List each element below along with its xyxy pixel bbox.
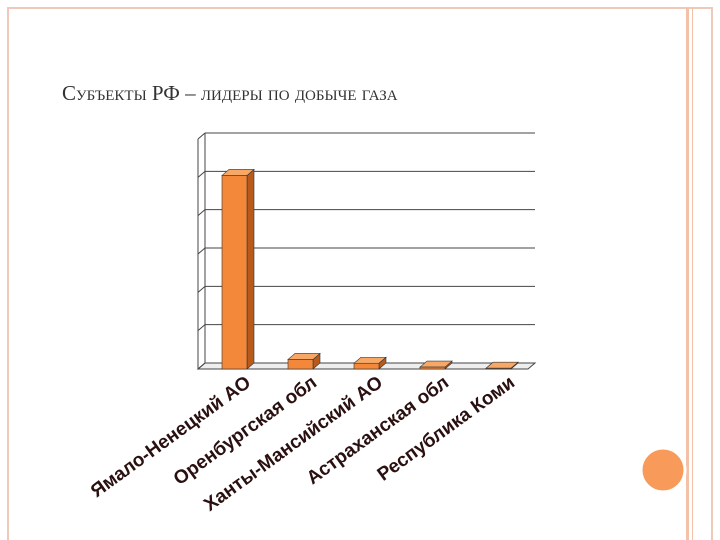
grid-line bbox=[197, 362, 206, 370]
decor-circle bbox=[639, 446, 687, 494]
grid-line bbox=[197, 132, 206, 140]
bar bbox=[485, 367, 512, 370]
stripe bbox=[692, 8, 693, 540]
frame bbox=[7, 7, 713, 540]
bar bbox=[287, 359, 314, 370]
grid-line bbox=[197, 170, 206, 178]
chart-title: Субъекты РФ – лидеры по добыче газа bbox=[62, 81, 398, 105]
grid-line bbox=[197, 247, 206, 255]
grid-line bbox=[197, 285, 206, 293]
bar-side bbox=[246, 168, 255, 370]
grid-line bbox=[197, 324, 206, 332]
grid-line bbox=[197, 209, 206, 217]
bar bbox=[221, 175, 248, 370]
bar bbox=[353, 362, 380, 370]
bar bbox=[419, 366, 446, 370]
stripe bbox=[686, 8, 689, 540]
